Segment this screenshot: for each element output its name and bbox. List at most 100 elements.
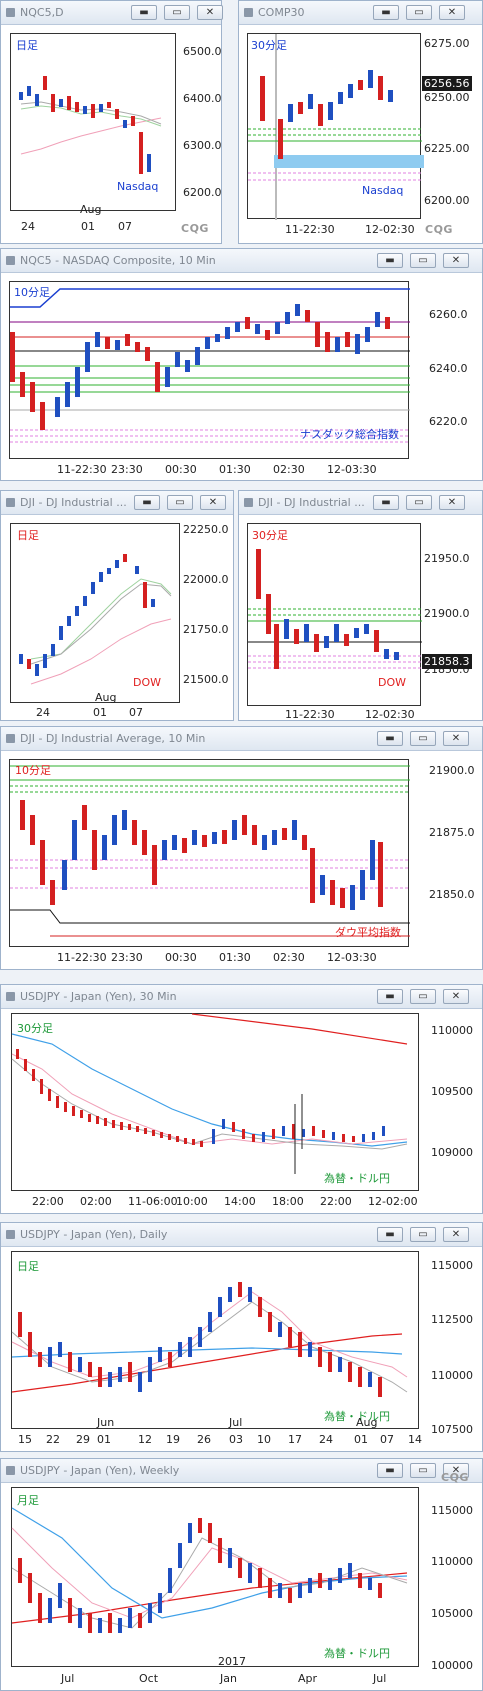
nqc5-daily-window: NQC5,D ▬ ▭ ✕ xyxy=(0,0,223,244)
chart-plot-area[interactable]: 10分足 ダウ平均指数 xyxy=(9,759,410,947)
x-tick-label: Oct xyxy=(139,1672,159,1685)
window-titlebar[interactable]: COMP30 ▬ ▭ ✕ xyxy=(239,1,482,25)
window-title: USDJPY - Japan (Yen), Weekly xyxy=(20,1464,180,1477)
x-tick-label: 19 xyxy=(166,1433,180,1446)
instrument-watermark: DOW xyxy=(378,676,407,689)
close-icon: ✕ xyxy=(451,255,461,266)
minimize-icon: ▬ xyxy=(381,497,391,508)
restore-icon: ▭ xyxy=(418,733,428,744)
x-tick-label: 02:30 xyxy=(273,951,305,964)
instrument-watermark: ダウ平均指数 xyxy=(335,926,401,939)
window-title: DJI - DJ Industrial Average, 10 Min xyxy=(20,732,206,745)
x-tick-label: 11-06:00 xyxy=(128,1195,178,1208)
window-title: NQC5 - NASDAQ Composite, 10 Min xyxy=(20,254,216,267)
minimize-button[interactable]: ▬ xyxy=(131,5,157,20)
cqg-logo: CQG xyxy=(181,222,209,235)
x-tick-label: 02:30 xyxy=(273,463,305,476)
restore-icon: ▭ xyxy=(418,1465,428,1476)
y-tick-label: 6300.0 xyxy=(183,139,222,152)
chart-plot-area[interactable]: 月足 為替・ドル円 xyxy=(11,1487,419,1667)
x-tick-label: 01:30 xyxy=(219,463,251,476)
chart-window-icon xyxy=(6,734,15,743)
x-tick-label: 29 xyxy=(76,1433,90,1446)
minimize-icon: ▬ xyxy=(385,1465,395,1476)
x-tick-label: 15 xyxy=(18,1433,32,1446)
chart-plot-area[interactable]: 日足 Nasdaq xyxy=(10,33,176,211)
minimize-icon: ▬ xyxy=(381,7,391,18)
restore-button[interactable]: ▭ xyxy=(410,253,436,268)
window-titlebar[interactable]: NQC5 - NASDAQ Composite, 10 Min ▬ ▭ ✕ xyxy=(1,249,482,273)
minimize-icon: ▬ xyxy=(385,1229,395,1240)
close-button[interactable]: ✕ xyxy=(197,5,223,20)
window-titlebar[interactable]: USDJPY - Japan (Yen), Daily ▬ ▭ ✕ xyxy=(1,1223,482,1247)
candles xyxy=(19,554,155,676)
restore-button[interactable]: ▭ xyxy=(167,495,193,510)
close-button[interactable]: ✕ xyxy=(443,989,469,1004)
chart-plot-area[interactable]: 30分足 為替・ドル円 xyxy=(11,1013,419,1191)
restore-icon: ▭ xyxy=(414,7,424,18)
close-icon: ✕ xyxy=(451,733,461,744)
minimize-button[interactable]: ▬ xyxy=(134,495,160,510)
close-button[interactable]: ✕ xyxy=(443,253,469,268)
x-tick-label: 11-22:30 xyxy=(57,951,107,964)
window-titlebar[interactable]: USDJPY - Japan (Yen), 30 Min ▬ ▭ ✕ xyxy=(1,985,482,1009)
close-button[interactable]: ✕ xyxy=(200,495,226,510)
candles xyxy=(18,1518,382,1633)
y-tick-label: 21750.0 xyxy=(183,623,229,636)
close-button[interactable]: ✕ xyxy=(439,5,465,20)
usdjpy-weekly-window: USDJPY - Japan (Yen), Weekly ▬ ▭ ✕ xyxy=(0,1458,483,1691)
chart-plot-area[interactable]: 日足 DOW xyxy=(10,523,180,703)
minimize-button[interactable]: ▬ xyxy=(373,495,399,510)
window-titlebar[interactable]: NQC5,D ▬ ▭ ✕ xyxy=(1,1,223,25)
chart-plot-area[interactable]: 30分足 Nasdaq xyxy=(247,33,424,220)
y-tick-label: 6250.00 xyxy=(424,91,470,104)
restore-icon: ▭ xyxy=(414,497,424,508)
restore-button[interactable]: ▭ xyxy=(406,495,432,510)
minimize-button[interactable]: ▬ xyxy=(377,253,403,268)
chart-plot-area[interactable]: 日足 為替・ドル円 xyxy=(11,1251,419,1429)
y-tick-label: 6275.00 xyxy=(424,37,470,50)
timeframe-label: 日足 xyxy=(17,1260,39,1273)
instrument-watermark: ナスダック総合指数 xyxy=(300,428,399,441)
window-titlebar[interactable]: DJI - DJ Industrial ... ▬ ▭ ✕ xyxy=(1,491,233,515)
window-title: COMP30 xyxy=(258,6,305,19)
restore-button[interactable]: ▭ xyxy=(164,5,190,20)
window-titlebar[interactable]: DJI - DJ Industrial ... ▬ ▭ ✕ xyxy=(239,491,482,515)
x-tick-label: 11-22:30 xyxy=(285,708,335,721)
timeframe-label: 日足 xyxy=(17,529,39,542)
window-title: NQC5,D xyxy=(20,6,64,19)
y-tick-label: 6200.00 xyxy=(424,194,470,207)
restore-button[interactable]: ▭ xyxy=(410,1227,436,1242)
close-button[interactable]: ✕ xyxy=(443,1227,469,1242)
x-month-label: Aug xyxy=(95,691,117,704)
minimize-button[interactable]: ▬ xyxy=(377,1463,403,1478)
restore-button[interactable]: ▭ xyxy=(410,731,436,746)
close-button[interactable]: ✕ xyxy=(443,731,469,746)
minimize-button[interactable]: ▬ xyxy=(373,5,399,20)
y-tick-label: 109500 xyxy=(431,1085,473,1098)
close-button[interactable]: ✕ xyxy=(439,495,465,510)
dji-30min-window: DJI - DJ Industrial ... ▬ ▭ ✕ xyxy=(238,490,483,721)
restore-button[interactable]: ▭ xyxy=(410,989,436,1004)
x-tick-label: 01:30 xyxy=(219,951,251,964)
chart-plot-area[interactable]: 10分足 ナスダック総合指数 xyxy=(9,281,410,459)
restore-button[interactable]: ▭ xyxy=(406,5,432,20)
close-icon: ✕ xyxy=(451,1465,461,1476)
candlestick-chart xyxy=(248,34,424,220)
minimize-button[interactable]: ▬ xyxy=(377,1227,403,1242)
x-tick-label: 18:00 xyxy=(272,1195,304,1208)
chart-plot-area[interactable]: 30分足 DOW xyxy=(247,523,422,706)
close-icon: ✕ xyxy=(451,991,461,1002)
minimize-button[interactable]: ▬ xyxy=(377,731,403,746)
minimize-icon: ▬ xyxy=(385,733,395,744)
restore-button[interactable]: ▭ xyxy=(410,1463,436,1478)
window-titlebar[interactable]: DJI - DJ Industrial Average, 10 Min ▬ ▭ … xyxy=(1,727,482,751)
x-tick-label: 23:30 xyxy=(111,463,143,476)
minimize-button[interactable]: ▬ xyxy=(377,989,403,1004)
y-tick-label: 110000 xyxy=(431,1555,473,1568)
candlestick-chart xyxy=(11,1013,408,1174)
close-button[interactable]: ✕ xyxy=(443,1463,469,1478)
restore-icon: ▭ xyxy=(418,991,428,1002)
y-tick-label: 22000.0 xyxy=(183,573,229,586)
window-titlebar[interactable]: USDJPY - Japan (Yen), Weekly ▬ ▭ ✕ xyxy=(1,1459,482,1483)
